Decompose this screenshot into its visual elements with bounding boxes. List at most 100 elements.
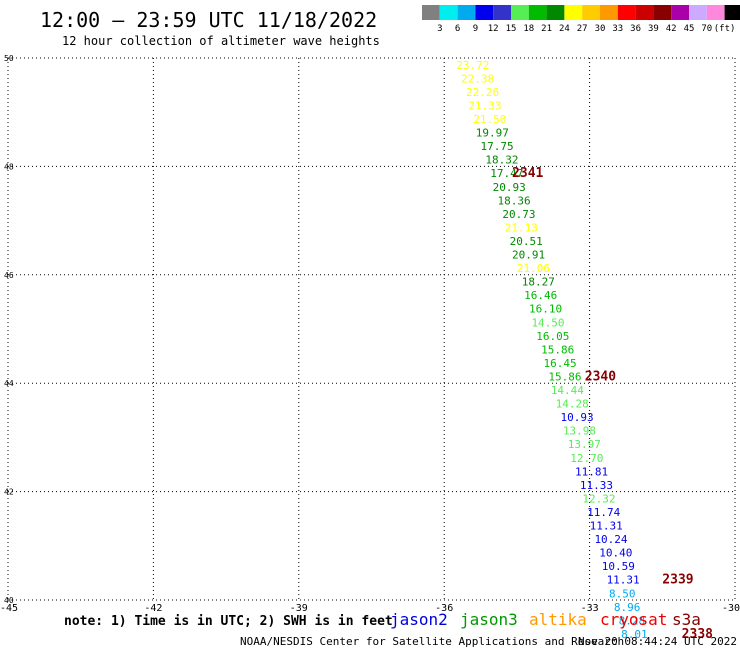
color-scale-label: 33 [612,24,623,34]
wave-height-point: 16.45 [544,357,577,370]
wave-height-point: 14.50 [531,316,564,329]
color-scale-label: 45 [684,24,695,34]
footer-note: note: 1) Time is in UTC; 2) SWH is in fe… [64,614,393,629]
wave-height-point: 10.59 [602,560,635,573]
x-tick-label: -39 [290,603,308,614]
color-scale-label: 30 [595,24,606,34]
wave-height-point: 20.73 [502,208,535,221]
color-scale-swatch [511,5,529,20]
wave-height-point: 17.47 [490,167,523,180]
chart-title: 12:00 – 23:59 UTC 11/18/2022 [40,8,377,32]
x-tick-label: -36 [435,603,453,614]
wave-height-point: 18.27 [522,276,555,289]
x-tick-label: -45 [0,603,18,614]
pass-label: 2341 [512,166,543,181]
footer-credit: NOAA/NESDIS Center for Satellite Applica… [240,635,624,648]
wave-height-point: 13.98 [563,425,596,438]
color-scale-label: 27 [577,24,588,34]
color-scale-swatch [546,5,565,20]
color-scale-label: 9 [473,24,478,34]
wave-height-point: 20.93 [493,181,526,194]
wave-height-point: 21.06 [517,262,550,275]
satellite-jason3: jason3 [460,610,518,629]
wave-height-point: 14.28 [556,398,589,411]
color-scale-label: 36 [630,24,641,34]
wave-height-point: 8.28 [619,614,646,627]
y-tick-label: 44 [4,379,14,388]
color-scale-label: 3 [437,24,442,34]
wave-height-point: 8.96 [614,601,641,614]
wave-height-point: 23.72 [456,59,489,72]
color-scale-label: 42 [666,24,677,34]
color-scale-swatch [635,5,654,20]
color-scale-swatch [422,5,440,20]
y-tick-label: 40 [4,596,14,605]
wave-height-point: 20.51 [510,235,543,248]
color-scale-swatch [475,5,494,20]
wave-height-point: 10.24 [594,533,627,546]
wave-height-point: 13.97 [568,438,601,451]
satellite-cryosat: cryosat [600,610,667,629]
pass-labels: 2341 2340 2339 2338 [512,166,713,642]
color-scale-swatch [689,5,707,20]
chart-subtitle: 12 hour collection of altimeter wave hei… [62,34,380,48]
color-scale-swatch [617,5,636,20]
satellite-legend: jason2 jason3 altika cryosat s3a [390,610,701,629]
color-scale-label: 70 [701,24,712,34]
color-scale-swatch [724,5,740,20]
color-scale-swatch [600,5,618,20]
wave-height-points: 23.7222.3822.2621.3321.5019.9717.7518.32… [456,59,647,641]
satellite-s3a: s3a [672,610,701,629]
plot-grid [7,57,736,601]
color-scale-label: 39 [648,24,659,34]
pass-label: 2338 [682,627,713,642]
wave-height-point: 22.38 [461,72,494,85]
color-scale-label: 18 [523,24,534,34]
color-scale-swatch [653,5,672,20]
color-scale-swatch [706,5,725,20]
color-scale-swatch [582,5,600,20]
wave-height-point: 18.36 [498,194,531,207]
color-scale-legend: 3 6 9 12 15 18 21 24 27 30 33 36 39 42 45 70 (ft) [422,5,740,34]
wave-height-point: 15.86 [541,343,574,356]
color-scale-swatch [564,5,583,20]
x-tick-label: -33 [581,603,599,614]
y-tick-label: 42 [4,488,14,497]
wave-height-point: 21.13 [505,221,538,234]
color-scale-swatch [528,5,547,20]
satellite-jason2: jason2 [390,610,448,629]
x-tick-label: -30 [722,603,740,614]
pass-label: 2339 [662,573,693,588]
wave-height-point: 8.50 [609,587,636,600]
footer-timestamp: Nov 20 08:44:24 UTC 2022 [578,635,737,648]
x-tick-label: -42 [144,603,162,614]
wave-height-point: 11.31 [607,574,640,587]
wave-height-point: 11.81 [575,465,608,478]
color-scale-label: 24 [559,24,570,34]
color-scale-label: 15 [506,24,517,34]
wave-height-point: 11.33 [580,479,613,492]
wave-height-point: 16.10 [529,303,562,316]
wave-height-point: 11.31 [590,520,623,533]
satellite-altika: altika [529,610,587,629]
wave-height-point: 16.05 [536,330,569,343]
color-scale-swatch [457,5,476,20]
color-scale-label: (ft) [714,24,736,34]
color-scale-swatch [439,5,458,20]
wave-height-point: 14.44 [551,384,584,397]
wave-height-point: 21.50 [473,113,506,126]
wave-height-point: 15.86 [548,370,581,383]
wave-height-point: 19.97 [476,127,509,140]
wave-height-point: 10.40 [599,547,632,560]
wave-height-point: 20.91 [512,249,545,262]
wave-height-point: 18.32 [485,154,518,167]
wave-height-point: 12.32 [582,492,615,505]
color-scale-swatch [671,5,689,20]
y-tick-label: 46 [4,271,14,280]
pass-label: 2340 [585,369,616,384]
y-tick-label: 48 [4,162,14,171]
wave-height-point: 22.26 [466,86,499,99]
wave-height-point: 16.46 [524,289,557,302]
y-tick-label: 50 [4,54,14,63]
